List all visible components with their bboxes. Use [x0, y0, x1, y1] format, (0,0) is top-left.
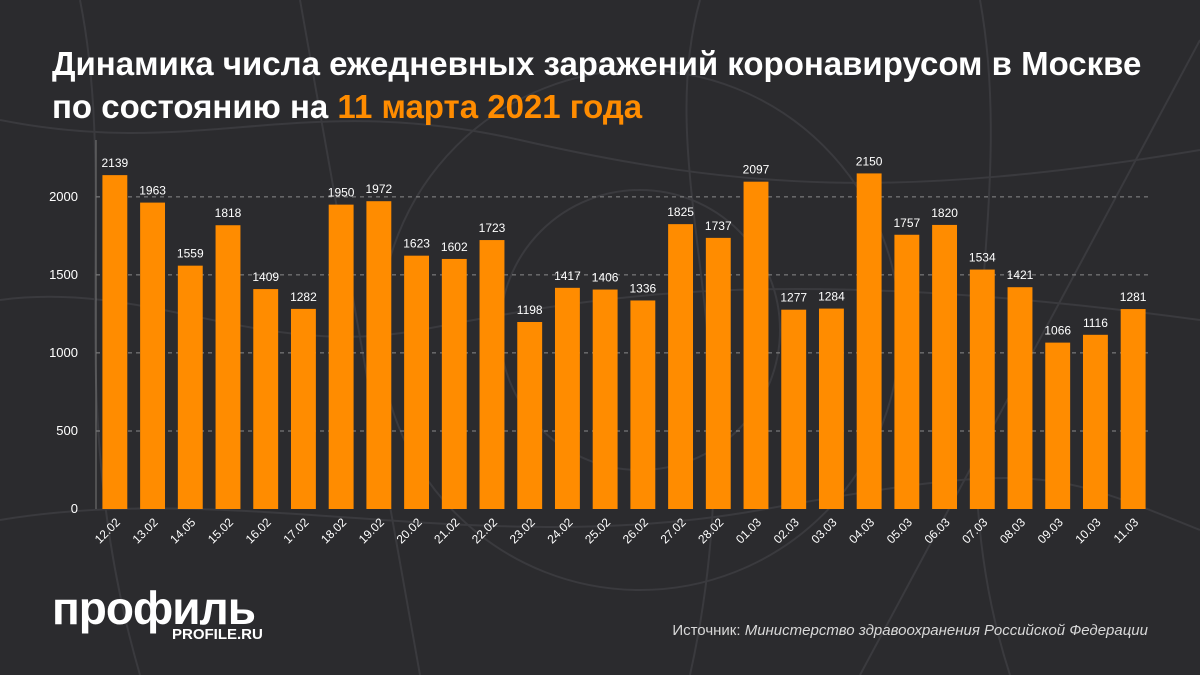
bar: [328, 204, 354, 509]
data-label: 1406: [592, 271, 619, 285]
data-label: 1737: [705, 219, 732, 233]
x-tick-label: 26.02: [620, 515, 651, 546]
bar: [1007, 287, 1033, 509]
bar: [366, 201, 392, 509]
data-label: 1757: [894, 216, 921, 230]
bar: [630, 300, 656, 509]
title-main: Динамика числа ежедневных заражений коро…: [52, 45, 1142, 125]
x-tick-label: 19.02: [356, 515, 387, 546]
data-label: 1825: [667, 205, 694, 219]
bar: [517, 322, 543, 509]
chart-title: Динамика числа ежедневных заражений коро…: [52, 42, 1162, 128]
source-text: Министерство здравоохранения Российской …: [744, 622, 1148, 639]
bar: [479, 240, 505, 509]
x-tick-label: 27.02: [658, 515, 689, 546]
data-label: 2097: [743, 163, 770, 177]
data-label: 1972: [366, 182, 393, 196]
x-tick-label: 13.02: [130, 515, 161, 546]
data-label: 1623: [403, 237, 430, 251]
bar: [177, 265, 203, 509]
x-tick-label: 20.02: [394, 515, 425, 546]
bar: [932, 224, 958, 509]
data-label: 1198: [517, 303, 543, 317]
source-note: Источник: Министерство здравоохранения Р…: [672, 622, 1148, 640]
x-tick-label: 09.03: [1035, 515, 1066, 546]
x-tick-label: 24.02: [544, 515, 575, 546]
data-label: 1417: [554, 269, 581, 283]
data-label: 1820: [931, 206, 958, 220]
x-tick-label: 17.02: [280, 515, 311, 546]
x-tick-label: 10.03: [1072, 515, 1103, 546]
data-label: 2139: [102, 156, 129, 170]
x-tick-label: 05.03: [884, 515, 915, 546]
x-tick-label: 02.03: [771, 515, 802, 546]
bar: [781, 309, 807, 509]
y-tick-label: 1000: [49, 345, 78, 360]
x-tick-label: 15.02: [205, 515, 236, 546]
bar: [215, 225, 241, 509]
x-tick-label: 18.02: [318, 515, 349, 546]
x-tick-label: 08.03: [997, 515, 1028, 546]
bar: [856, 173, 882, 510]
data-label: 1723: [479, 221, 506, 235]
data-label: 1277: [780, 291, 807, 305]
x-tick-label: 03.03: [808, 515, 839, 546]
bar: [253, 289, 279, 509]
bar: [743, 181, 769, 509]
bar: [894, 234, 920, 509]
bar: [290, 308, 316, 509]
x-tick-label: 01.03: [733, 515, 764, 546]
bar: [554, 287, 580, 509]
data-label: 1559: [177, 247, 204, 261]
data-label: 1421: [1007, 268, 1034, 282]
source-label: Источник:: [672, 622, 745, 639]
bar: [1120, 309, 1146, 509]
x-tick-label: 11.03: [1111, 515, 1142, 546]
x-tick-label: 23.02: [507, 515, 538, 546]
x-tick-label: 14.05: [167, 515, 198, 546]
bar: [705, 237, 731, 509]
bar: [140, 202, 166, 509]
bar: [404, 255, 430, 509]
data-label: 1284: [818, 290, 845, 304]
data-label: 1336: [630, 281, 657, 295]
y-tick-label: 500: [56, 423, 78, 438]
bar: [102, 175, 128, 509]
x-tick-label: 07.03: [959, 515, 990, 546]
bar: [441, 258, 467, 509]
data-label: 1282: [290, 290, 317, 304]
bar: [969, 269, 995, 509]
data-label: 1409: [252, 270, 279, 284]
x-tick-label: 16.02: [243, 515, 274, 546]
x-tick-label: 21.02: [431, 515, 462, 546]
x-tick-label: 25.02: [582, 515, 613, 546]
y-tick-label: 2000: [49, 189, 78, 204]
logo-profil: профиль: [52, 582, 256, 634]
y-tick-label: 0: [71, 501, 78, 516]
data-label: 2150: [856, 154, 883, 168]
data-label: 1066: [1044, 324, 1071, 338]
x-tick-label: 04.03: [846, 515, 877, 546]
bar: [592, 289, 618, 509]
data-label: 1950: [328, 186, 355, 200]
data-label: 1602: [441, 240, 468, 254]
data-label: 1116: [1083, 316, 1108, 330]
x-tick-label: 22.02: [469, 515, 500, 546]
x-tick-label: 06.03: [922, 515, 953, 546]
bars-layer: [102, 173, 1146, 510]
y-tick-label: 1500: [49, 267, 78, 282]
bar: [1082, 334, 1108, 509]
data-label: 1963: [139, 184, 166, 198]
x-tick-label: 28.02: [695, 515, 726, 546]
logo-domain: PROFILE.RU: [172, 626, 263, 643]
data-label: 1534: [969, 251, 996, 265]
title-date: 11 марта 2021 года: [337, 88, 643, 125]
x-tick-label: 12.02: [92, 515, 123, 546]
bar: [818, 308, 844, 509]
data-label: 1281: [1120, 290, 1147, 304]
bar: [668, 224, 694, 510]
bar: [1045, 342, 1071, 509]
data-label: 1818: [215, 206, 242, 220]
